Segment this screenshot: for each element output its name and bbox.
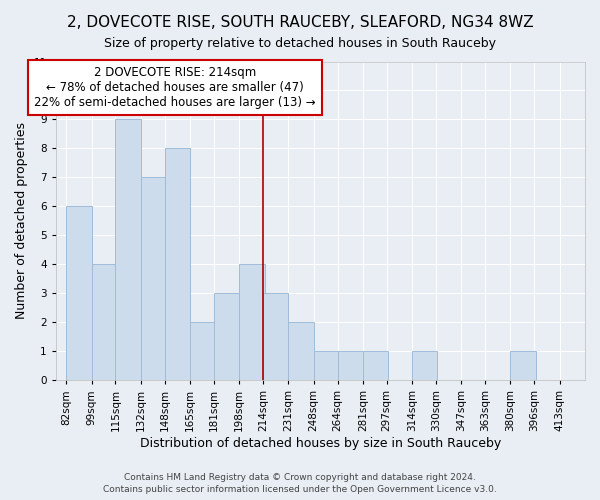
- Text: 2 DOVECOTE RISE: 214sqm
← 78% of detached houses are smaller (47)
22% of semi-de: 2 DOVECOTE RISE: 214sqm ← 78% of detache…: [34, 66, 316, 109]
- Bar: [289, 322, 314, 380]
- Y-axis label: Number of detached properties: Number of detached properties: [15, 122, 28, 320]
- X-axis label: Distribution of detached houses by size in South Rauceby: Distribution of detached houses by size …: [140, 437, 501, 450]
- Bar: [314, 352, 339, 380]
- Text: Size of property relative to detached houses in South Rauceby: Size of property relative to detached ho…: [104, 38, 496, 51]
- Bar: [92, 264, 117, 380]
- Bar: [338, 352, 363, 380]
- Bar: [164, 148, 190, 380]
- Bar: [214, 294, 239, 380]
- Bar: [115, 120, 141, 380]
- Text: Contains HM Land Registry data © Crown copyright and database right 2024.
Contai: Contains HM Land Registry data © Crown c…: [103, 472, 497, 494]
- Bar: [511, 352, 536, 380]
- Bar: [363, 352, 388, 380]
- Bar: [412, 352, 437, 380]
- Bar: [263, 294, 289, 380]
- Text: 2, DOVECOTE RISE, SOUTH RAUCEBY, SLEAFORD, NG34 8WZ: 2, DOVECOTE RISE, SOUTH RAUCEBY, SLEAFOR…: [67, 15, 533, 30]
- Bar: [239, 264, 265, 380]
- Bar: [66, 206, 92, 380]
- Bar: [190, 322, 215, 380]
- Bar: [141, 178, 166, 380]
